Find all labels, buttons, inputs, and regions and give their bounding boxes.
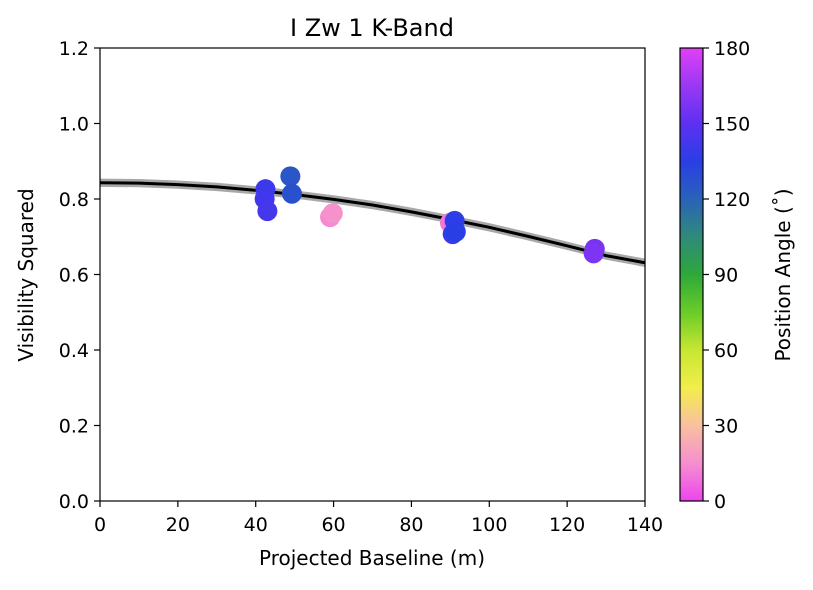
x-tick-label: 80	[399, 514, 423, 536]
colorbar-tick-label: 0	[714, 491, 726, 513]
colorbar-tick-label: 120	[714, 189, 750, 211]
model-curve	[100, 181, 645, 265]
data-point	[281, 183, 302, 204]
y-tick-label: 0.0	[59, 491, 89, 513]
y-axis-ticks: 0.0 0.2 0.4 0.6 0.8 1.0 1.2	[59, 38, 100, 513]
y-tick-label: 1.0	[59, 114, 89, 136]
x-tick-label: 40	[244, 514, 268, 536]
colorbar-gradient	[679, 47, 704, 502]
x-axis-label: Projected Baseline (m)	[259, 546, 485, 570]
colorbar-ticks: 0 30 60 90 120 150 180	[703, 38, 750, 513]
y-tick-label: 0.8	[59, 189, 89, 211]
y-axis-label: Visibility Squared	[14, 188, 38, 361]
x-tick-label: 140	[627, 514, 663, 536]
model-uncertainty-band	[100, 178, 645, 267]
data-point	[583, 243, 604, 264]
x-tick-label: 100	[471, 514, 507, 536]
plot-frame	[99, 47, 646, 502]
x-axis-ticks: 0 20 40 60 80 100 120 140	[94, 501, 663, 536]
colorbar-tick-label: 180	[714, 38, 750, 60]
y-tick-label: 0.2	[59, 416, 89, 438]
chart-title: I Zw 1 K-Band	[290, 14, 454, 42]
colorbar-tick-label: 60	[714, 340, 738, 362]
data-point	[257, 201, 278, 222]
y-tick-label: 0.6	[59, 265, 89, 287]
x-tick-label: 20	[166, 514, 190, 536]
y-tick-label: 1.2	[59, 38, 89, 60]
model-band-layer	[100, 178, 645, 267]
x-tick-label: 120	[549, 514, 585, 536]
x-tick-label: 60	[321, 514, 345, 536]
data-point	[322, 203, 343, 224]
y-tick-label: 0.4	[59, 340, 89, 362]
model-curve-layer	[100, 181, 645, 265]
plot-area: 0 20 40 60 80 100 120 140 0.0 0.2 0.4 0.6 0.8 1.0 1.2	[59, 38, 663, 536]
x-tick-label: 0	[94, 514, 106, 536]
data-point	[280, 166, 301, 187]
data-point	[445, 221, 466, 242]
colorbar-label: Position Angle (˚)	[771, 188, 795, 361]
colorbar-tick-label: 30	[714, 416, 738, 438]
colorbar: 0 30 60 90 120 150 180	[679, 38, 750, 513]
data-points-layer	[254, 166, 605, 264]
colorbar-tick-label: 150	[714, 114, 750, 136]
colorbar-tick-label: 90	[714, 265, 738, 287]
